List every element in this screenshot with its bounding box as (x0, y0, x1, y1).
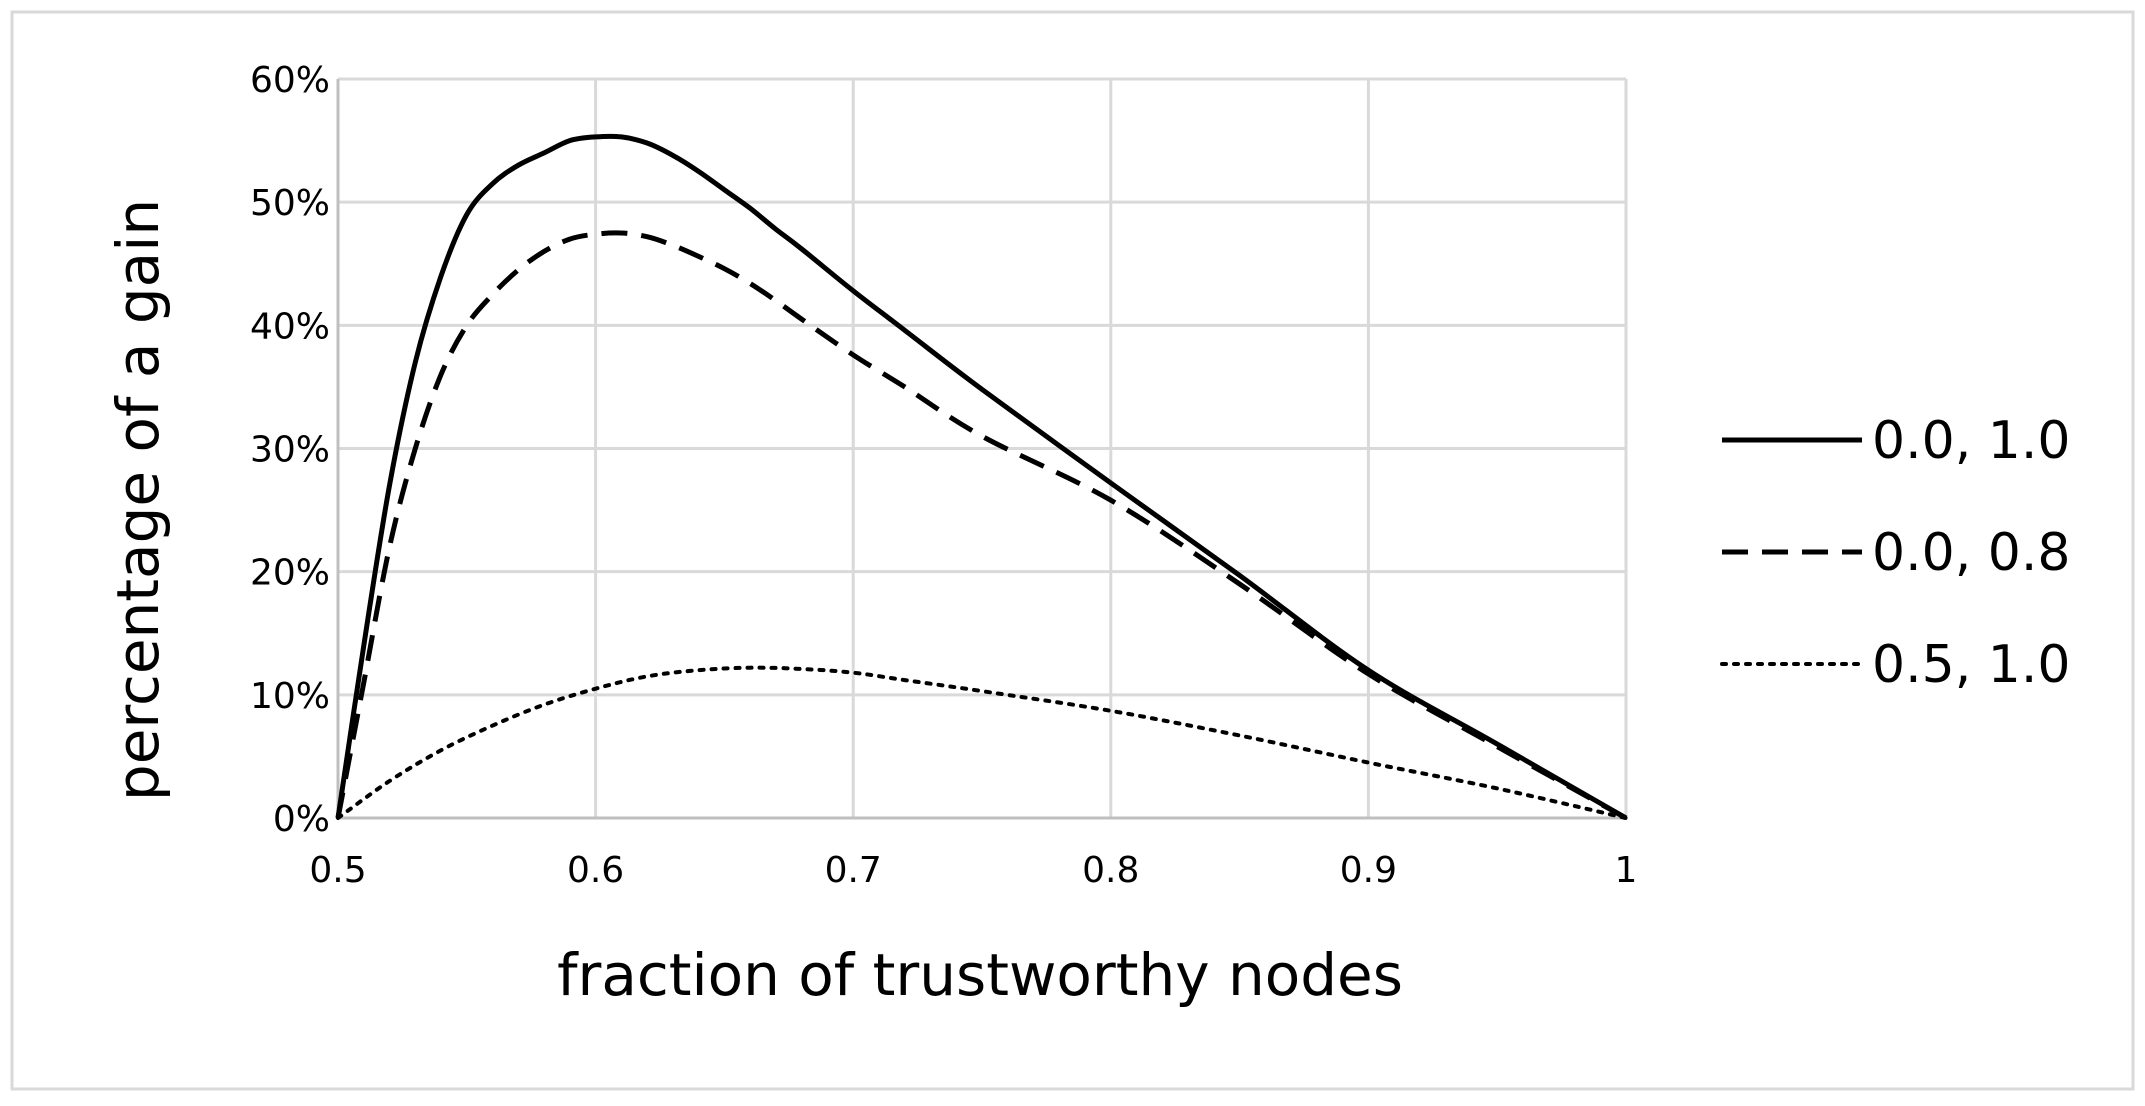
y-tick-label: 50% (250, 183, 330, 224)
y-tick-label: 30% (250, 430, 330, 471)
legend-label-3: 0.5, 1.0 (1872, 635, 2070, 695)
x-axis-label: fraction of trustworthy nodes (557, 941, 1403, 1009)
y-tick-label: 0% (273, 799, 330, 840)
x-tick-label: 0.7 (825, 850, 882, 891)
legend-label-1: 0.0, 1.0 (1872, 411, 2070, 471)
y-tick-label: 40% (250, 306, 330, 347)
y-tick-label: 10% (250, 676, 330, 717)
x-tick-label: 0.6 (567, 850, 624, 891)
y-tick-label: 20% (250, 553, 330, 594)
x-tick-label: 1 (1615, 850, 1638, 891)
x-tick-label: 0.8 (1082, 850, 1139, 891)
legend-label-2: 0.0, 0.8 (1872, 523, 2070, 583)
x-tick-label: 0.9 (1340, 850, 1397, 891)
x-tick-label: 0.5 (309, 850, 366, 891)
y-tick-label: 60% (250, 60, 330, 101)
y-axis-label: percentage of a gain (104, 199, 172, 801)
